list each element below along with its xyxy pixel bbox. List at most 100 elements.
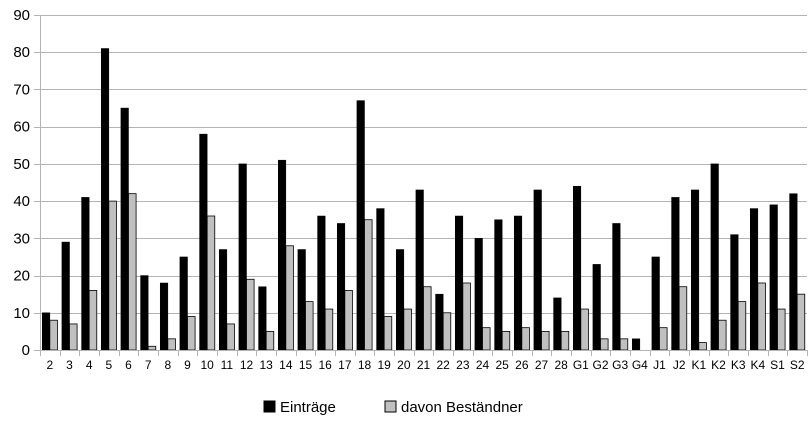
bar-eintrage-k2 <box>711 164 719 350</box>
x-tick-label: 18 <box>358 358 372 372</box>
bar-davon-bestandner-28 <box>561 331 569 350</box>
y-tick-label: 0 <box>22 342 30 359</box>
bar-eintrage-g2 <box>593 264 601 350</box>
x-tick-label: 27 <box>535 358 549 372</box>
x-tick-label: 11 <box>221 358 234 372</box>
bar-eintrage-k1 <box>691 190 699 350</box>
bar-davon-bestandner-g3 <box>620 339 628 350</box>
bar-davon-bestandner-6 <box>129 194 137 350</box>
bar-davon-bestandner-k2 <box>719 320 727 350</box>
x-tick-label: S2 <box>790 358 805 372</box>
bar-davon-bestandner-15 <box>306 302 314 350</box>
x-tick-label: 8 <box>164 358 171 372</box>
bar-davon-bestandner-23 <box>463 283 471 350</box>
bar-eintrage-16 <box>318 216 326 350</box>
bar-davon-bestandner-j2 <box>679 287 687 350</box>
bar-davon-bestandner-7 <box>148 346 156 350</box>
bar-eintrage-9 <box>180 257 188 350</box>
bar-eintrage-s1 <box>770 205 778 350</box>
bar-davon-bestandner-20 <box>404 309 412 350</box>
x-tick-label: K1 <box>691 358 706 372</box>
x-tick-label: 3 <box>66 358 73 372</box>
legend-label-davon-bestaendner: davon Beständner <box>401 399 523 416</box>
bar-eintrage-11 <box>219 250 227 351</box>
x-tick-label: 7 <box>145 358 152 372</box>
x-tick-label: 16 <box>318 358 332 372</box>
x-tick-label: 20 <box>397 358 411 372</box>
bar-eintrage-25 <box>495 220 503 350</box>
x-tick-label: 13 <box>259 358 273 372</box>
y-tick-label: 50 <box>13 156 30 173</box>
bar-davon-bestandner-2 <box>50 320 58 350</box>
x-tick-label: 10 <box>200 358 214 372</box>
bar-davon-bestandner-k3 <box>738 302 746 350</box>
x-tick-label: 28 <box>554 358 568 372</box>
x-tick-label: J2 <box>673 358 686 372</box>
x-tick-label: 19 <box>377 358 391 372</box>
y-tick-label: 60 <box>13 119 30 136</box>
bar-davon-bestandner-s2 <box>797 294 805 350</box>
x-tick-label: 24 <box>476 358 490 372</box>
bar-eintrage-22 <box>436 294 444 350</box>
x-tick-label: 26 <box>515 358 529 372</box>
bar-davon-bestandner-26 <box>522 328 530 350</box>
bar-eintrage-24 <box>475 238 483 350</box>
bar-eintrage-2 <box>42 313 50 350</box>
x-tick-label: 2 <box>46 358 53 372</box>
bar-eintrage-7 <box>141 276 149 350</box>
bar-eintrage-12 <box>239 164 247 350</box>
bar-davon-bestandner-k1 <box>699 343 707 350</box>
legend-swatch-davon-bestaendner <box>385 401 396 412</box>
bar-eintrage-k4 <box>750 209 758 350</box>
bar-davon-bestandner-4 <box>89 290 97 350</box>
x-tick-label: 12 <box>240 358 254 372</box>
bar-davon-bestandner-s1 <box>778 309 786 350</box>
x-tick-label: K3 <box>731 358 746 372</box>
bar-eintrage-20 <box>396 250 404 351</box>
x-tick-label: G2 <box>592 358 608 372</box>
x-axis-tick-labels: 2 3 4 5 6 7 8 9 10 11 12 13 14 15 16 17 18 19 20 21 22 23 24 25… <box>46 358 804 372</box>
y-axis-tick-labels: 0 10 20 30 40 50 60 70 80 90 <box>13 7 30 359</box>
x-tick-label: 4 <box>86 358 93 372</box>
x-tick-label: 9 <box>184 358 191 372</box>
bar-eintrage-10 <box>200 134 208 350</box>
bar-eintrage-27 <box>534 190 542 350</box>
bar-eintrage-6 <box>121 108 129 350</box>
x-tick-label: 22 <box>436 358 450 372</box>
x-tick-label: 21 <box>417 358 431 372</box>
bar-eintrage-g1 <box>573 186 581 350</box>
bar-eintrage-k3 <box>731 235 739 350</box>
x-tick-label: G4 <box>632 358 648 372</box>
bar-davon-bestandner-25 <box>502 331 510 350</box>
bar-eintrage-4 <box>82 197 90 350</box>
x-tick-label: 23 <box>456 358 470 372</box>
legend-swatch-eintraege <box>264 401 275 412</box>
bar-eintrage-j2 <box>672 197 680 350</box>
bar-davon-bestandner-9 <box>188 317 196 351</box>
bar-eintrage-14 <box>278 160 286 350</box>
bar-eintrage-5 <box>101 49 109 351</box>
bar-eintrage-13 <box>259 287 267 350</box>
x-tick-label: 15 <box>299 358 313 372</box>
bar-eintrage-21 <box>416 190 424 350</box>
x-tick-label: 25 <box>495 358 509 372</box>
bar-eintrage-28 <box>554 298 562 350</box>
bar-davon-bestandner-17 <box>345 290 353 350</box>
bar-eintrage-g4 <box>632 339 640 350</box>
x-tick-label: S1 <box>770 358 785 372</box>
bar-eintrage-18 <box>357 101 365 350</box>
bar-eintrage-8 <box>160 283 168 350</box>
bar-eintrage-15 <box>298 250 306 351</box>
bar-eintrage-3 <box>62 242 70 350</box>
bar-davon-bestandner-19 <box>384 317 392 351</box>
bar-eintrage-23 <box>455 216 463 350</box>
bar-davon-bestandner-5 <box>109 201 117 350</box>
bar-davon-bestandner-21 <box>424 287 432 350</box>
bar-davon-bestandner-22 <box>443 313 451 350</box>
bar-davon-bestandner-13 <box>266 331 274 350</box>
bar-davon-bestandner-j1 <box>660 328 668 350</box>
y-tick-label: 90 <box>13 7 30 24</box>
y-tick-label: 30 <box>13 230 30 247</box>
bar-davon-bestandner-g2 <box>601 339 609 350</box>
bar-davon-bestandner-k4 <box>758 283 766 350</box>
